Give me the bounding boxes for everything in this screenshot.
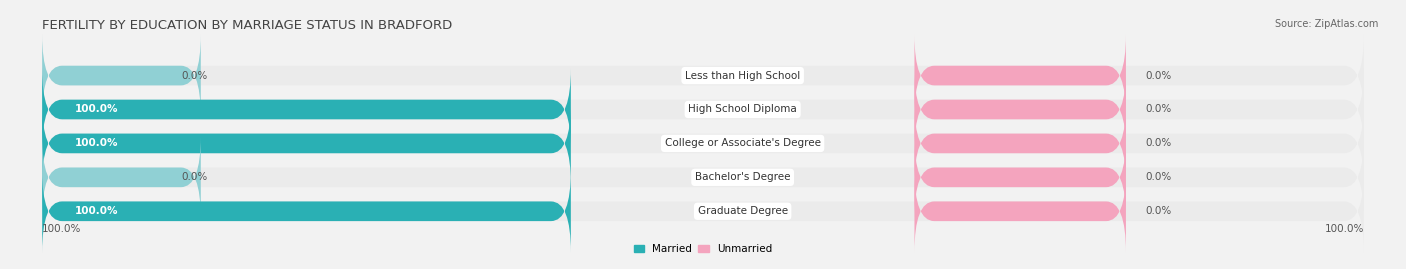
Text: 100.0%: 100.0% xyxy=(76,139,118,148)
FancyBboxPatch shape xyxy=(42,170,571,252)
Text: 100.0%: 100.0% xyxy=(76,206,118,216)
Text: Bachelor's Degree: Bachelor's Degree xyxy=(695,172,790,182)
Text: 0.0%: 0.0% xyxy=(1146,206,1173,216)
Legend: Married, Unmarried: Married, Unmarried xyxy=(634,244,772,254)
FancyBboxPatch shape xyxy=(914,136,1126,218)
FancyBboxPatch shape xyxy=(914,170,1126,252)
FancyBboxPatch shape xyxy=(42,102,1364,185)
FancyBboxPatch shape xyxy=(42,102,571,185)
Text: College or Associate's Degree: College or Associate's Degree xyxy=(665,139,821,148)
FancyBboxPatch shape xyxy=(42,34,1364,117)
Text: Source: ZipAtlas.com: Source: ZipAtlas.com xyxy=(1274,19,1378,29)
Text: 100.0%: 100.0% xyxy=(1324,224,1364,234)
FancyBboxPatch shape xyxy=(914,34,1126,117)
Text: 0.0%: 0.0% xyxy=(181,172,208,182)
Text: 0.0%: 0.0% xyxy=(1146,70,1173,80)
FancyBboxPatch shape xyxy=(42,68,1364,151)
Text: Graduate Degree: Graduate Degree xyxy=(697,206,787,216)
FancyBboxPatch shape xyxy=(42,136,201,218)
Text: FERTILITY BY EDUCATION BY MARRIAGE STATUS IN BRADFORD: FERTILITY BY EDUCATION BY MARRIAGE STATU… xyxy=(42,19,453,32)
Text: 100.0%: 100.0% xyxy=(42,224,82,234)
Text: 0.0%: 0.0% xyxy=(1146,139,1173,148)
FancyBboxPatch shape xyxy=(42,68,571,151)
FancyBboxPatch shape xyxy=(42,170,1364,252)
FancyBboxPatch shape xyxy=(42,34,201,117)
Text: High School Diploma: High School Diploma xyxy=(689,104,797,115)
FancyBboxPatch shape xyxy=(914,102,1126,185)
Text: 0.0%: 0.0% xyxy=(181,70,208,80)
Text: 100.0%: 100.0% xyxy=(76,104,118,115)
FancyBboxPatch shape xyxy=(914,68,1126,151)
Text: 0.0%: 0.0% xyxy=(1146,172,1173,182)
Text: Less than High School: Less than High School xyxy=(685,70,800,80)
FancyBboxPatch shape xyxy=(42,136,1364,218)
Text: 0.0%: 0.0% xyxy=(1146,104,1173,115)
